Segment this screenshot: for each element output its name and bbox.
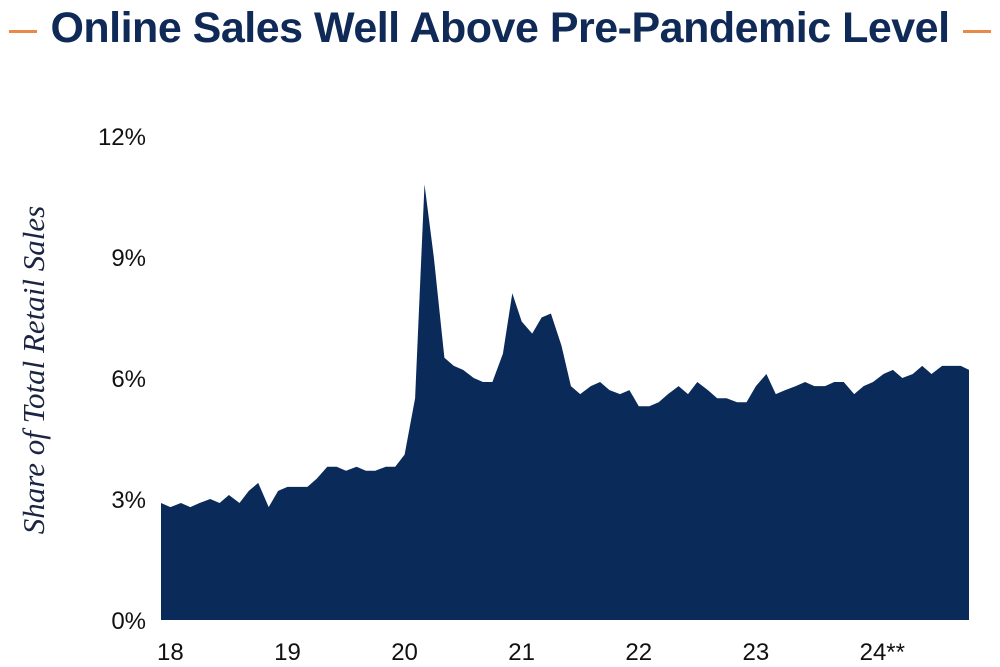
- chart-title: Online Sales Well Above Pre-Pandemic Lev…: [50, 4, 950, 52]
- x-tick-labels: 18 19 20 21 22 23 24**: [157, 639, 905, 666]
- y-tick-label-1: 3%: [111, 487, 146, 514]
- x-tick-label-3: 21: [508, 639, 535, 666]
- x-tick-label-0: 18: [157, 639, 184, 666]
- x-tick-label-5: 23: [743, 639, 770, 666]
- series-area-0: [161, 184, 969, 620]
- y-tick-label-0: 0%: [111, 608, 146, 635]
- x-tick-label-2: 20: [391, 639, 418, 666]
- y-tick-label-2: 6%: [111, 366, 146, 393]
- title-dash-right: [963, 30, 991, 33]
- title-dash-left: [9, 30, 37, 33]
- area-layer: [161, 184, 969, 620]
- x-tick-label-6: 24**: [860, 639, 905, 666]
- title-row: Online Sales Well Above Pre-Pandemic Lev…: [0, 0, 1000, 62]
- y-tick-labels: 0% 3% 6% 9% 12%: [98, 124, 146, 635]
- y-tick-label-4: 12%: [98, 124, 146, 151]
- x-tick-label-1: 19: [274, 639, 301, 666]
- y-tick-label-3: 9%: [111, 245, 146, 272]
- x-tick-label-4: 22: [625, 639, 652, 666]
